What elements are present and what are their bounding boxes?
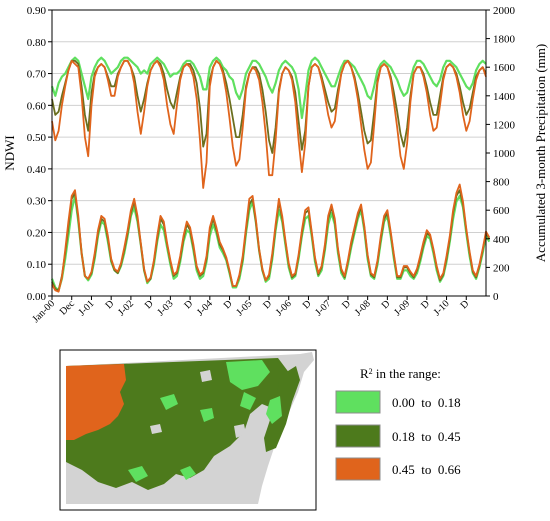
- x-tick-label: D: [301, 298, 314, 311]
- y-tick-label: 0.40: [27, 164, 47, 176]
- y2-tick-label: 0: [493, 291, 499, 303]
- y2-tick-label: 400: [493, 234, 510, 246]
- y-tick-label: 0.10: [27, 259, 47, 271]
- legend-title: R2 in the range:: [360, 366, 441, 381]
- region-low-r2: [240, 392, 256, 410]
- legend-swatch-low: [335, 390, 381, 414]
- x-tick-label: D: [222, 298, 235, 311]
- y2-tick-label: 1000: [493, 148, 516, 160]
- legend-label-mid: 0.18 to 0.45: [392, 429, 461, 444]
- y2-axis-title: Accumulated 3-month Precipitation (mm): [533, 44, 548, 262]
- ndwi-series-line-0: [50, 56, 487, 120]
- y-tick-label: 0.90: [27, 5, 47, 17]
- x-tick-label: D: [459, 298, 472, 311]
- ndwi-series-line-2: [51, 59, 487, 189]
- no-data-patch: [150, 424, 162, 434]
- y-tick-label: 0.20: [27, 227, 47, 239]
- legend-label-high: 0.45 to 0.66: [392, 462, 461, 477]
- x-tick-label: J-09: [392, 298, 412, 318]
- x-tick-label: D: [380, 298, 393, 311]
- legend-label-low: 0.00 to 0.18: [392, 395, 461, 410]
- y-tick-label: 0.30: [27, 196, 47, 208]
- y2-tick-label: 2000: [493, 5, 516, 17]
- x-tick-label: J-06: [274, 298, 294, 318]
- y-tick-label: 0.50: [27, 132, 47, 144]
- x-axis-ticks: Jan-00 Dec J-01 D J-02 D J-03 D J-04 D J-05 D J-06 D J…: [30, 296, 471, 325]
- y2-tick-label: 1400: [493, 91, 516, 103]
- left-axis-ticks: 0.00 0.10 0.20 0.30 0.40 0.50 0.60 0.70 0.80 0.90: [27, 5, 52, 303]
- map-legend: R2 in the range: 0.00 to 0.18 0.18 to 0.…: [335, 366, 461, 481]
- x-tick-label: J-03: [156, 298, 176, 318]
- y-tick-label: 0.70: [27, 69, 47, 81]
- region-mid-r2: [66, 358, 290, 490]
- x-tick-label: J-02: [116, 298, 136, 318]
- r2-map: [59, 349, 317, 511]
- y2-tick-label: 600: [493, 205, 510, 217]
- region-low-r2: [266, 396, 282, 424]
- x-tick-label: D: [340, 298, 353, 311]
- x-tick-label: J-07: [313, 298, 333, 318]
- region-coast-r2: [264, 366, 300, 452]
- x-tick-label: Dec: [58, 298, 78, 318]
- precipitation-series-line-2: [51, 183, 491, 293]
- region-low-r2: [128, 466, 148, 482]
- region-low-r2: [160, 394, 178, 410]
- y-tick-label: 0.60: [27, 100, 47, 112]
- x-tick-label: J-10: [432, 298, 452, 318]
- x-tick-label: D: [103, 298, 116, 311]
- map-regions: [66, 352, 314, 504]
- region-high-r2: [66, 364, 126, 440]
- y-tick-label: 0.80: [27, 37, 47, 49]
- right-axis-ticks: 0 200 400 600 800 1000 1200 1400 1600 1800 2000: [486, 5, 516, 303]
- x-tick-label: D: [419, 298, 432, 311]
- no-data-patch: [200, 370, 212, 382]
- no-data-patch: [234, 424, 246, 438]
- x-tick-label: D: [143, 298, 156, 311]
- y2-tick-label: 1600: [493, 62, 516, 74]
- ndwi-series-line-1: [51, 59, 487, 154]
- y2-tick-label: 800: [493, 177, 510, 189]
- legend-swatch-high: [335, 457, 381, 481]
- x-tick-label: J-08: [353, 298, 373, 318]
- x-tick-label: D: [261, 298, 274, 311]
- y2-tick-label: 1200: [493, 119, 516, 131]
- x-tick-label: J-05: [234, 298, 254, 318]
- region-low-r2: [200, 408, 214, 422]
- y-tick-label: 0.00: [27, 291, 47, 303]
- x-tick-label: J-04: [195, 298, 215, 318]
- legend-swatch-mid: [335, 424, 381, 448]
- y2-tick-label: 200: [493, 262, 510, 274]
- y2-tick-label: 1800: [493, 34, 516, 46]
- region-low-r2: [226, 360, 270, 390]
- series-lines: [50, 56, 491, 293]
- y-axis-title: NDWI: [2, 135, 17, 170]
- region-low-r2: [180, 466, 196, 480]
- x-tick-label: D: [182, 298, 195, 311]
- x-tick-label: J-01: [77, 298, 97, 318]
